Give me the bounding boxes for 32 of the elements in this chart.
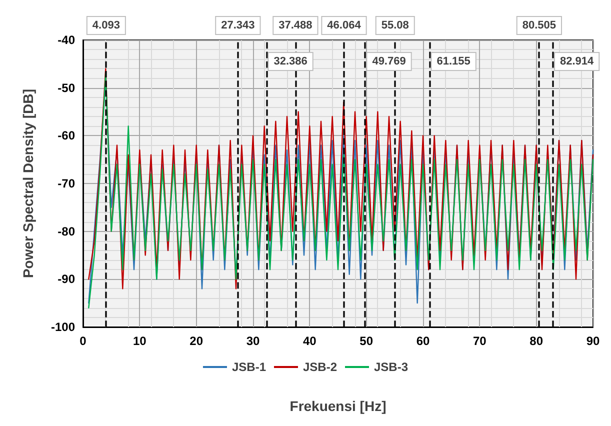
y-tick-label: -50: [58, 80, 76, 95]
ref-line-label: 27.343: [221, 20, 255, 32]
x-tick-label: 50: [360, 334, 374, 348]
ref-line-label: 55.08: [381, 20, 409, 32]
y-axis-title: Power Spectral Density [DB]: [20, 88, 36, 278]
x-tick-label: 70: [472, 334, 487, 348]
x-tick-label: 90: [586, 334, 600, 348]
x-tick-label: 40: [302, 334, 317, 348]
ref-line-label: 61.155: [436, 56, 470, 68]
y-tick-label: -90: [58, 272, 76, 286]
y-tick-label: -60: [58, 128, 76, 143]
ref-line-label: 80.505: [522, 20, 556, 32]
x-tick-label: 30: [246, 334, 260, 348]
ref-line-label: 32.386: [274, 56, 308, 68]
y-tick-label: -70: [58, 176, 76, 190]
x-tick-label: 0: [80, 334, 87, 348]
ref-line-label: 46.064: [327, 20, 362, 32]
ref-line-label: 4.093: [92, 20, 120, 32]
x-tick-label: 60: [416, 334, 430, 348]
x-tick-label: 10: [132, 334, 147, 348]
y-tick-label: -40: [58, 33, 76, 47]
ref-line-label: 37.488: [278, 20, 312, 32]
x-tick-label: 20: [190, 334, 204, 348]
y-tick-label: -80: [58, 224, 76, 238]
ref-line-label: 49.769: [372, 56, 406, 68]
legend-label: JSB-2: [302, 360, 338, 374]
y-tick-label: -100: [50, 320, 76, 334]
legend-label: JSB-1: [232, 360, 266, 374]
x-axis-title: Frekuensi [Hz]: [290, 398, 386, 414]
x-tick-label: 80: [530, 334, 544, 348]
legend-label: JSB-3: [374, 360, 408, 374]
ref-line-label: 82.914: [560, 56, 595, 68]
